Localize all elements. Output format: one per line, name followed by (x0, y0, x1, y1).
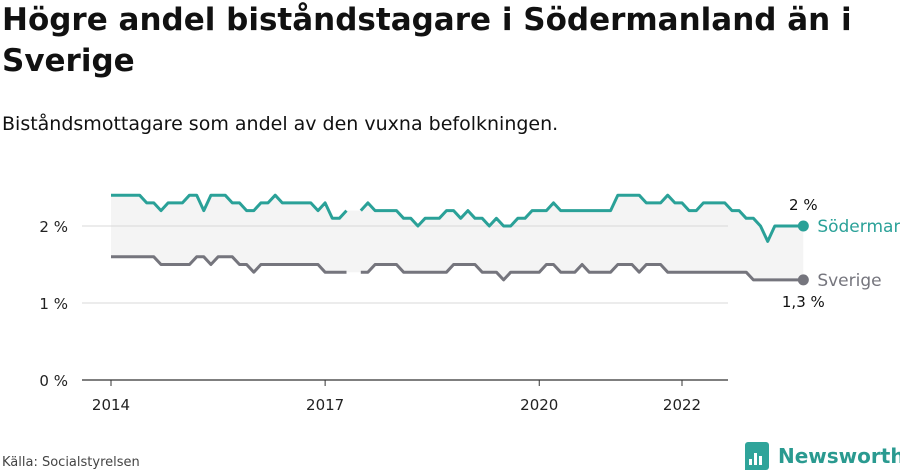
x-tick-label: 2022 (663, 396, 701, 414)
series-name-label: Södermanlands län (817, 217, 900, 237)
series-name-label: Sverige (817, 271, 881, 291)
chart-title: Högre andel biståndstagare i Södermanlan… (2, 2, 852, 79)
x-tick-label: 2014 (92, 396, 130, 414)
source-note: Källa: Socialstyrelsen (2, 455, 140, 470)
y-tick-label: 2 % (39, 218, 68, 236)
y-tick-label: 0 % (39, 372, 68, 390)
y-tick-label: 1 % (39, 295, 68, 313)
series-band (111, 195, 804, 280)
brand-logo: Newsworthy (745, 442, 900, 470)
newsworthy-logo-icon (745, 442, 769, 470)
series-end-marker (797, 220, 809, 232)
x-tick-label: 2017 (306, 396, 344, 414)
series-line-1 (111, 255, 804, 282)
x-tick-label: 2020 (520, 396, 558, 414)
series-end-marker (797, 274, 809, 286)
series-end-value-label: 1,3 % (782, 293, 825, 311)
chart-subtitle: Biståndsmottagare som andel av den vuxna… (2, 113, 559, 135)
brand-name: Newsworthy (778, 444, 900, 468)
series-line-0 (111, 193, 804, 243)
series-end-value-label: 2 % (789, 196, 818, 214)
